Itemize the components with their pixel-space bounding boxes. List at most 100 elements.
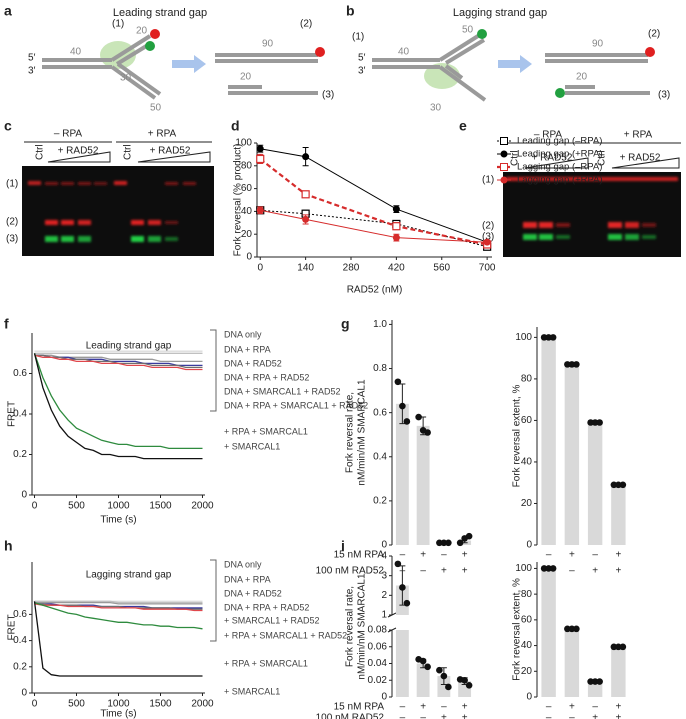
x-axis-label: RAD52 (nM) bbox=[347, 285, 403, 296]
legend-marker bbox=[500, 176, 508, 184]
y-tick-label: 0 bbox=[526, 692, 532, 703]
legend-label: DNA + RAD52 bbox=[224, 358, 282, 368]
y-axis-label: nM/min/nM SMARCAL1 bbox=[357, 379, 368, 486]
panel-label: f bbox=[4, 316, 9, 332]
condition-sign: + bbox=[462, 550, 468, 561]
legend-label: Lagging gap (–RPA) bbox=[517, 162, 602, 173]
data-point bbox=[465, 532, 473, 540]
condition-sign: – bbox=[441, 550, 447, 561]
gel-bands bbox=[28, 181, 196, 242]
arrow bbox=[172, 55, 206, 73]
data-point bbox=[445, 683, 452, 691]
y-tick-label: 100 bbox=[515, 563, 532, 574]
x-tick-label: 500 bbox=[68, 501, 85, 512]
marker bbox=[392, 234, 400, 242]
legend-label: + SMARCAL1 bbox=[224, 441, 280, 451]
x-tick-label: 140 bbox=[297, 263, 314, 274]
x-tick-label: 420 bbox=[388, 263, 405, 274]
legend-label: + SMARCAL1 + RAD52 bbox=[224, 615, 320, 625]
ctrl-label: Ctrl bbox=[35, 144, 46, 160]
ctrl-label: Ctrl bbox=[510, 150, 521, 166]
panel-label: g bbox=[341, 316, 350, 332]
ctrl-label: Ctrl bbox=[123, 144, 134, 160]
x-tick-label: 700 bbox=[479, 263, 496, 274]
marker bbox=[302, 153, 310, 161]
data-point bbox=[424, 429, 431, 436]
y-tick-label: 80 bbox=[521, 589, 533, 600]
bar bbox=[611, 484, 626, 545]
x-tick-label: 2000 bbox=[191, 699, 214, 710]
condition-sign: + bbox=[441, 713, 447, 719]
series-line bbox=[34, 601, 203, 630]
product-label: (3) bbox=[658, 90, 670, 101]
legend-bracket bbox=[210, 559, 217, 642]
panel-label: e bbox=[459, 118, 467, 134]
data-point bbox=[573, 625, 580, 633]
legend-bracket bbox=[210, 329, 217, 412]
panel-label: i bbox=[341, 538, 345, 554]
strand-end: 5′ bbox=[28, 53, 36, 64]
red-label bbox=[315, 47, 325, 57]
y-tick-label: 1 bbox=[381, 610, 387, 621]
data-point bbox=[419, 657, 427, 665]
treatment-label: + RAD52 bbox=[150, 146, 191, 157]
data-point bbox=[445, 539, 452, 547]
condition-sign: – bbox=[569, 713, 575, 719]
y-axis-label: Fork reversal extent, % bbox=[512, 384, 523, 487]
y-tick-label: 0.02 bbox=[368, 675, 388, 686]
condition-sign: + bbox=[462, 566, 468, 577]
length-label: 20 bbox=[240, 72, 252, 83]
data-point bbox=[456, 539, 464, 547]
y-tick-label: 20 bbox=[521, 498, 533, 509]
band-label: (3) bbox=[6, 234, 18, 245]
series-line bbox=[260, 209, 488, 248]
treatment-label: + RAD52 bbox=[620, 153, 661, 164]
condition-sign: + bbox=[441, 566, 447, 577]
series-line bbox=[34, 601, 203, 605]
y-axis-label: Fork reversal (% product) bbox=[233, 144, 244, 257]
legend-label: DNA + RPA + RAD52 bbox=[224, 372, 309, 382]
bar bbox=[611, 646, 626, 697]
strand bbox=[438, 65, 487, 102]
ctrl-label: Ctrl bbox=[597, 150, 608, 166]
condition-name: 100 nM RAD52 bbox=[316, 713, 385, 719]
y-tick-label: 1.0 bbox=[373, 319, 387, 330]
product-label: (3) bbox=[322, 90, 334, 101]
legend-label: DNA + RPA + RAD52 bbox=[224, 602, 309, 612]
gel-image bbox=[22, 166, 214, 256]
bar bbox=[587, 681, 603, 697]
strand bbox=[115, 43, 150, 66]
diagram-title: Lagging strand gap bbox=[453, 7, 547, 19]
y-tick-label: 0 bbox=[246, 252, 252, 263]
data-point bbox=[596, 678, 603, 685]
x-tick-label: 0 bbox=[32, 699, 38, 710]
series-line bbox=[260, 209, 488, 243]
length-label: 20 bbox=[576, 72, 588, 83]
panel-label: h bbox=[4, 538, 13, 554]
gradient-wedge bbox=[524, 157, 589, 169]
data-point bbox=[619, 643, 627, 651]
y-tick-label: 0.04 bbox=[368, 658, 388, 669]
y-axis-label: Fork reversal rate, bbox=[345, 392, 356, 473]
panel-label: a bbox=[4, 3, 12, 19]
data-point bbox=[399, 402, 406, 410]
legend-label: Leading gap (+RPA) bbox=[517, 149, 603, 160]
band-label: (3) bbox=[482, 232, 494, 243]
gel-e: – RPA + RPA Ctrl Ctrl + RAD52 + RAD52 (1… bbox=[482, 130, 681, 257]
x-tick-label: 2000 bbox=[191, 501, 214, 512]
x-tick-label: 0 bbox=[32, 501, 38, 512]
product-label: (2) bbox=[648, 29, 660, 40]
bar bbox=[564, 628, 580, 697]
x-axis-label: Time (s) bbox=[100, 709, 136, 719]
y-axis-label: nM/min/nM SMARCAL1 bbox=[357, 573, 368, 680]
legend-label: DNA only bbox=[224, 329, 262, 339]
x-tick-label: 1500 bbox=[149, 699, 172, 710]
condition-sign: – bbox=[546, 702, 552, 713]
series-line bbox=[34, 603, 203, 612]
data-point bbox=[440, 672, 448, 680]
y-tick-label: 60 bbox=[241, 183, 253, 194]
y-tick-label: 20 bbox=[241, 229, 253, 240]
bar bbox=[564, 364, 580, 545]
green-label bbox=[145, 41, 155, 51]
